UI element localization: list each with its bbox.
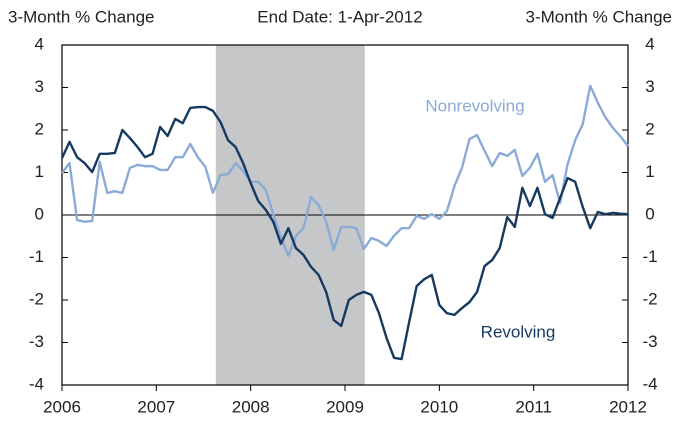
x-tick-label: 2008 bbox=[232, 397, 270, 416]
y2-tick-label: -1 bbox=[642, 247, 657, 266]
y-tick-label: 1 bbox=[35, 162, 44, 181]
x-tick-label: 2011 bbox=[515, 397, 552, 416]
x-tick-label: 2006 bbox=[43, 397, 81, 416]
y-tick-label: -2 bbox=[29, 289, 44, 308]
y2-tick-label: 1 bbox=[645, 162, 654, 181]
y2-tick-label: -3 bbox=[642, 332, 657, 351]
y2-tick-label: -2 bbox=[642, 289, 657, 308]
annotation: Nonrevolving bbox=[425, 96, 524, 115]
y2-tick-label: 3 bbox=[645, 77, 654, 96]
y2-tick-label: 0 bbox=[645, 204, 654, 223]
y-tick-label: 0 bbox=[35, 204, 44, 223]
series-line bbox=[61, 84, 629, 257]
y2-tick-label: -4 bbox=[642, 374, 657, 393]
x-tick-label: 2010 bbox=[420, 397, 458, 416]
y-tick-label: -4 bbox=[29, 374, 44, 393]
y-tick-label: -1 bbox=[29, 247, 44, 266]
y2-tick-label: 4 bbox=[645, 34, 654, 53]
chart-title: End Date: 1-Apr-2012 bbox=[257, 7, 422, 26]
y-tick-label: 3 bbox=[35, 77, 44, 96]
annotation: Revolving bbox=[481, 322, 556, 341]
x-tick-label: 2009 bbox=[326, 397, 364, 416]
y2-tick-label: 2 bbox=[645, 119, 654, 138]
x-tick-label: 2007 bbox=[137, 397, 175, 416]
y-tick-label: -3 bbox=[29, 332, 44, 351]
x-tick-label: 2012 bbox=[609, 397, 647, 416]
y2-axis-label: 3-Month % Change bbox=[526, 7, 672, 26]
y-tick-label: 2 bbox=[35, 119, 44, 138]
y-axis-label: 3-Month % Change bbox=[8, 7, 154, 26]
y-tick-label: 4 bbox=[35, 34, 44, 53]
series-line bbox=[60, 105, 629, 361]
